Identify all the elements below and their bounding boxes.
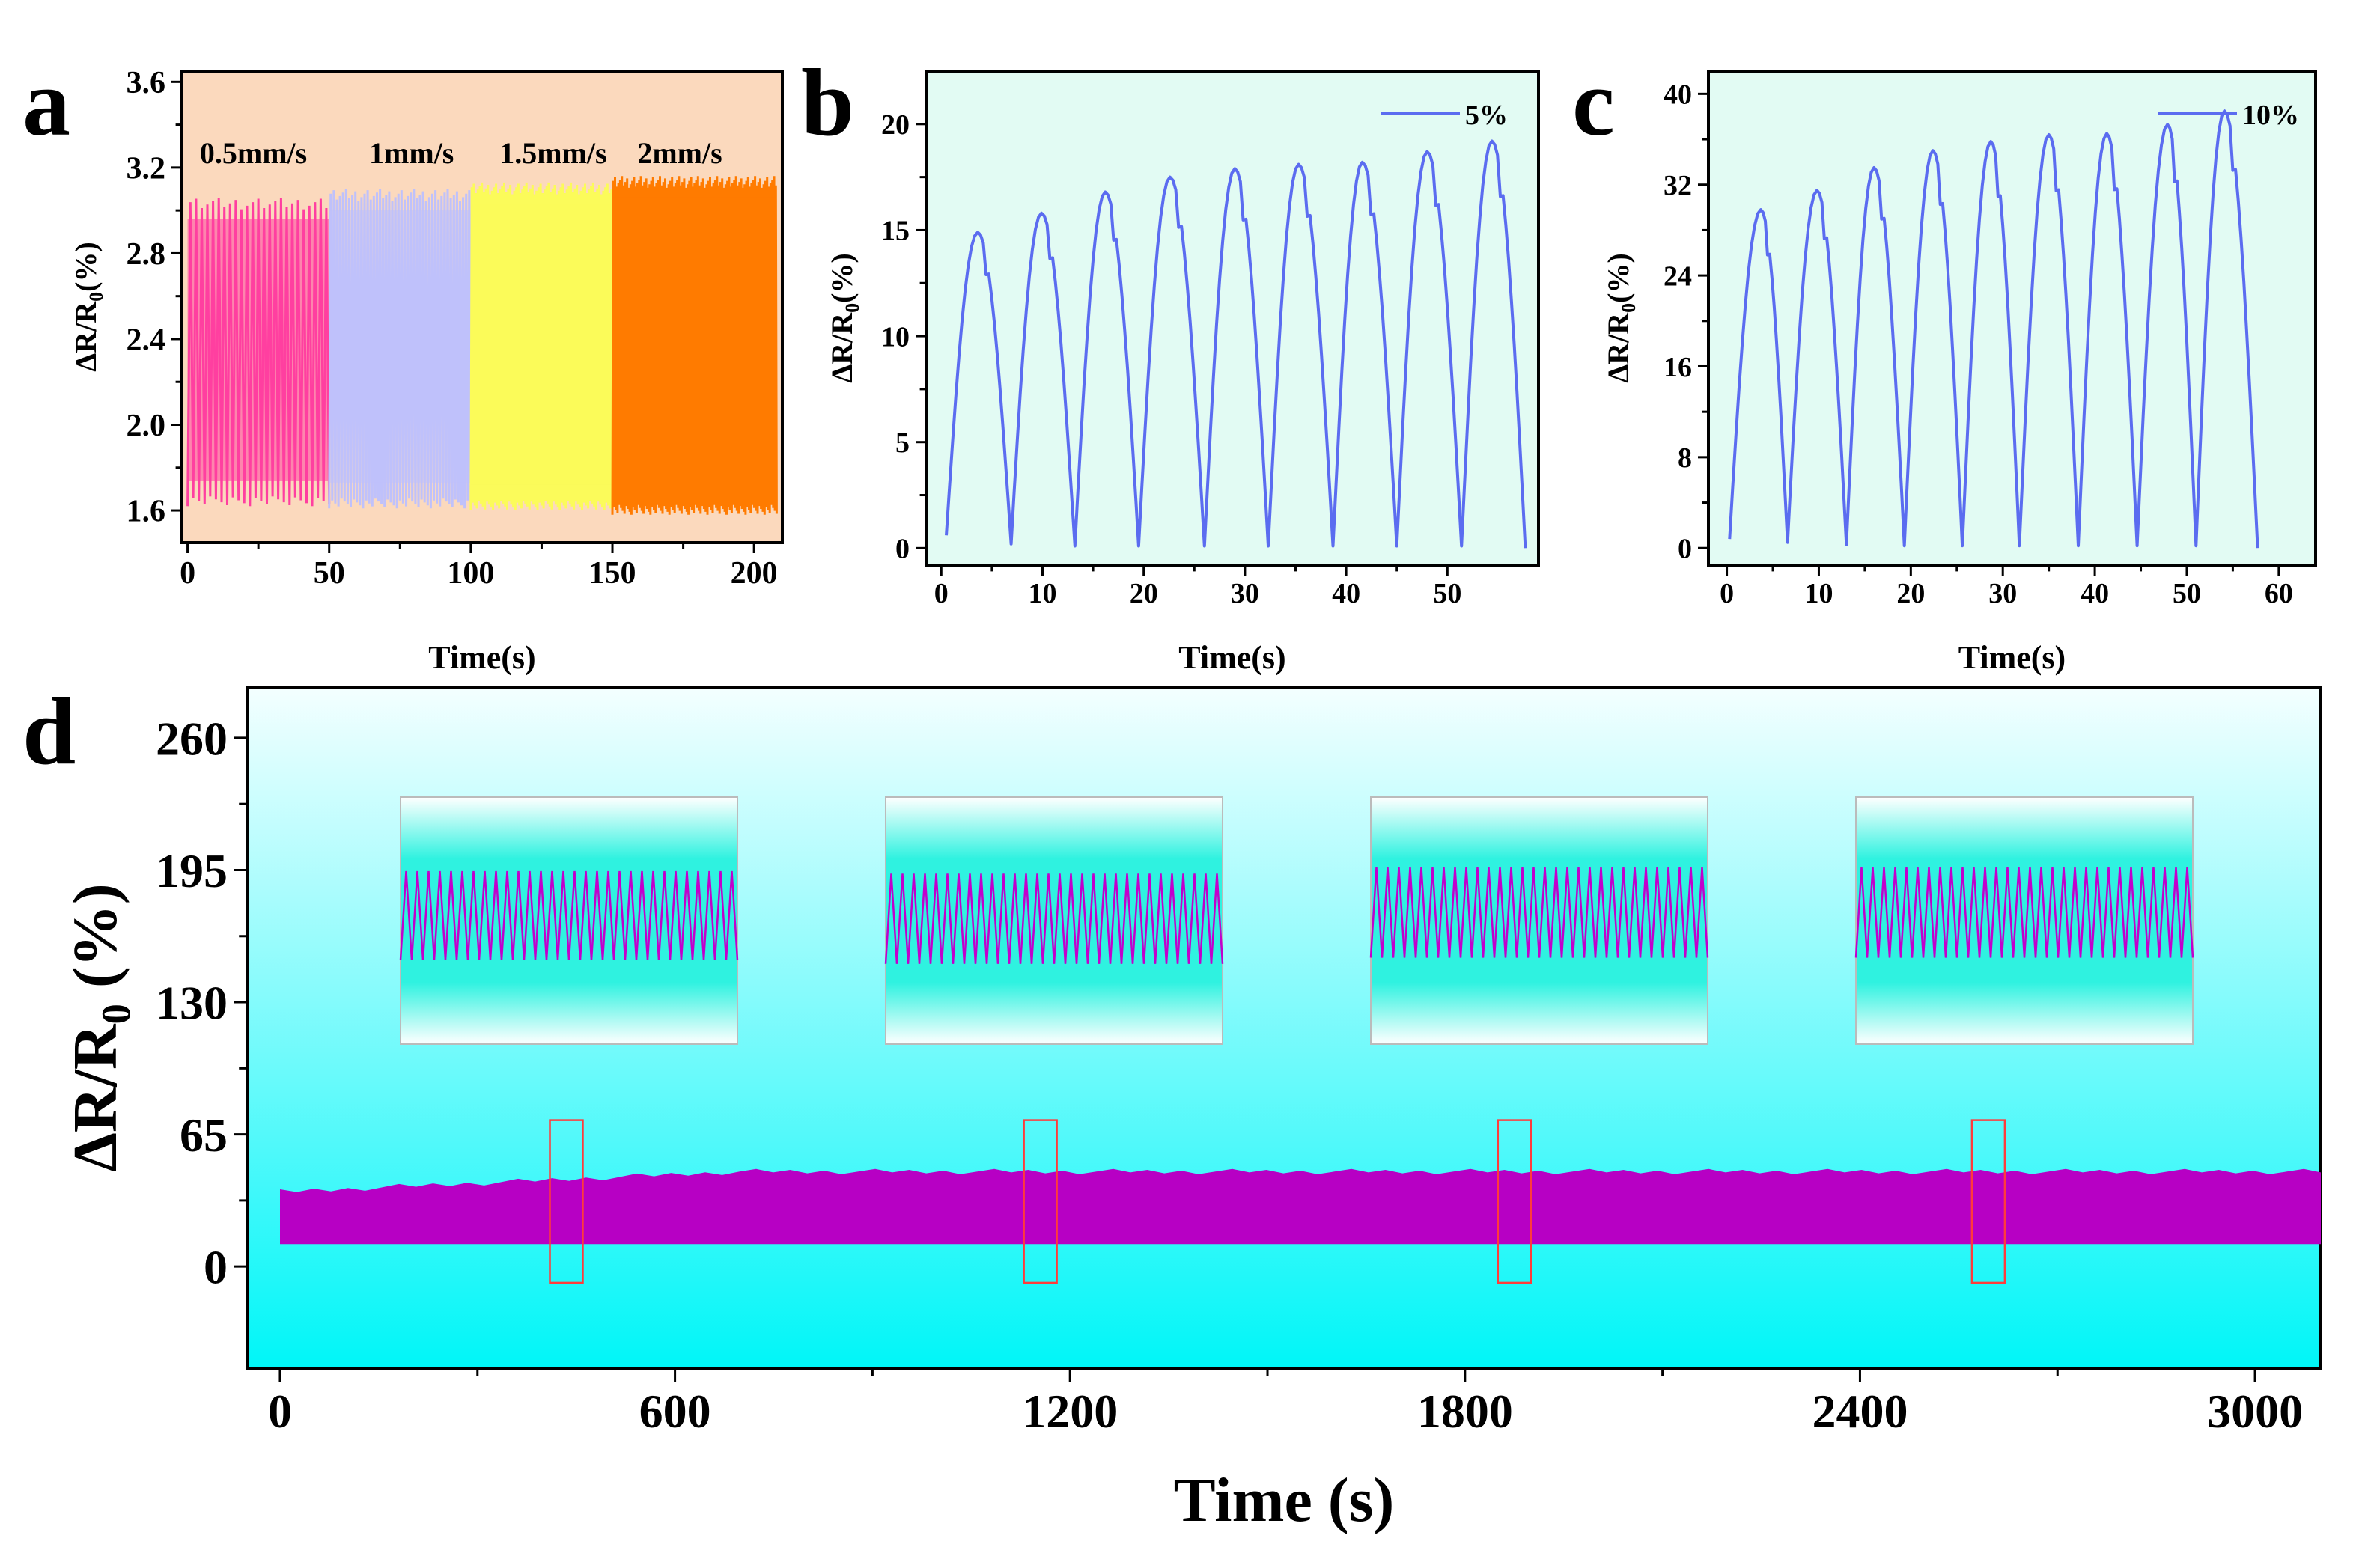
d-ytick-label: 65 [180, 1108, 228, 1162]
d-signal-band [280, 1168, 2321, 1245]
d-xtick-label: 1800 [1417, 1385, 1513, 1438]
b-ytick-label: 15 [881, 216, 910, 247]
b-ylabel: ΔR/R0(%) [825, 253, 863, 383]
panel-label-d: d [22, 678, 76, 784]
b-xtick-label: 10 [1028, 578, 1056, 609]
a-ytick-label: 3.2 [127, 152, 166, 186]
d-ytick-label: 0 [204, 1241, 228, 1294]
d-ytick-label: 130 [156, 976, 228, 1029]
a-xlabel: Time(s) [428, 639, 535, 676]
a-ytick-label: 2.0 [127, 409, 166, 443]
b-xlabel: Time(s) [1178, 639, 1285, 676]
c-series-line [1728, 109, 2259, 549]
c-ytick-label: 16 [1664, 352, 1692, 383]
d-window-marker-2 [1497, 1119, 1532, 1284]
a-frame [180, 70, 784, 544]
a-xtick-label: 50 [314, 556, 345, 591]
c-xtick-label: 30 [1988, 578, 2017, 609]
d-ytick-label: 195 [156, 844, 228, 897]
d-inset-line [1854, 867, 2194, 958]
panel-label-c: c [1572, 49, 1615, 156]
b-series-line [945, 139, 1527, 549]
d-xtick-label: 0 [268, 1385, 292, 1438]
a-series-fill-0 [187, 219, 329, 481]
c-ytick-label: 32 [1664, 170, 1692, 201]
b-plot-bg [926, 71, 1538, 565]
chart-d-long-cycle: 0 600 1200 1800 2400 3000 0 65 130 195 260 Time (s)… [61, 686, 2322, 1535]
c-ytick-label: 8 [1678, 442, 1692, 474]
d-xtick-label: 3000 [2207, 1385, 2303, 1438]
d-inset-line [884, 873, 1224, 964]
c-xtick-label: 50 [2173, 578, 2201, 609]
d-inset-frame [1855, 796, 2194, 1045]
b-legend-label: 5% [1465, 100, 1508, 131]
c-xtick-label: 60 [2265, 578, 2293, 609]
b-xtick-label: 40 [1332, 578, 1360, 609]
a-xtick-label: 200 [731, 556, 778, 591]
d-inset-0 [399, 796, 739, 1045]
b-ytick-label: 20 [881, 109, 910, 141]
b-xtick-label: 50 [1433, 578, 1461, 609]
b-ytick-label: 0 [895, 534, 910, 565]
a-xtick-label: 150 [589, 556, 636, 591]
d-frame [246, 686, 2322, 1370]
a-xtick-label: 100 [447, 556, 494, 591]
d-xtick-label: 2400 [1812, 1385, 1908, 1438]
b-xtick-label: 0 [934, 578, 949, 609]
d-inset-line [1369, 867, 1709, 958]
a-ytick-label: 3.6 [127, 66, 166, 100]
d-xtick-label: 600 [639, 1385, 711, 1438]
chart-c-strain-10: 0 10 20 30 40 50 60 0 8 16 24 32 40 10% Time(s) ΔR/R0(%… [1601, 70, 2317, 676]
c-xtick-label: 20 [1896, 578, 1925, 609]
b-frame [925, 70, 1540, 567]
d-inset-frame [1370, 796, 1708, 1045]
a-series-label-0: 0.5mm/s [200, 136, 307, 170]
chart-b-strain-5: 0 10 20 30 40 50 0 5 10 15 20 5% Time(s) ΔR/R0(%) [825, 70, 1540, 676]
c-legend-label: 10% [2242, 100, 2299, 131]
c-plot-bg [1708, 71, 2316, 565]
d-window-marker-0 [549, 1119, 584, 1284]
c-xlabel: Time(s) [1958, 639, 2066, 676]
d-inset-frame [885, 796, 1223, 1045]
c-ytick-label: 0 [1678, 534, 1692, 565]
a-series-fill-1 [329, 210, 471, 483]
panel-label-a: a [22, 49, 70, 156]
c-ylabel: ΔR/R0(%) [1601, 253, 1640, 383]
b-ytick-label: 10 [881, 321, 910, 353]
d-inset-1 [884, 796, 1224, 1045]
d-window-marker-3 [1970, 1119, 2006, 1284]
a-series-label-2: 1.5mm/s [499, 136, 606, 170]
a-ylabel: ΔR/R0(%) [69, 242, 107, 372]
c-ytick-label: 24 [1664, 260, 1692, 292]
chart-a-speed: 0 50 100 150 200 1.6 2.0 2.4 2.8 3.2 3.6 0.5mm/s 1mm… [69, 66, 784, 676]
d-inset-line [399, 870, 739, 960]
a-ytick-label: 2.8 [127, 237, 166, 272]
d-window-marker-1 [1023, 1119, 1058, 1284]
d-inset-frame [400, 796, 738, 1045]
b-xtick-label: 30 [1231, 578, 1259, 609]
a-xtick-label: 0 [180, 556, 195, 591]
c-xtick-label: 0 [1720, 578, 1734, 609]
d-ylabel: ΔR/R0 (%) [61, 883, 139, 1172]
d-inset-2 [1369, 796, 1709, 1045]
c-xtick-label: 10 [1804, 578, 1833, 609]
a-series-label-1: 1mm/s [369, 136, 454, 170]
d-xlabel: Time (s) [1174, 1465, 1395, 1535]
b-xtick-label: 20 [1130, 578, 1158, 609]
a-ytick-label: 1.6 [127, 495, 166, 529]
a-series-fill-2 [470, 204, 613, 485]
a-series-label-3: 2mm/s [637, 136, 722, 170]
c-frame [1707, 70, 2317, 567]
b-ytick-label: 5 [895, 427, 910, 459]
a-series-fill-3 [612, 197, 777, 489]
d-inset-3 [1854, 796, 2194, 1045]
a-ytick-label: 2.4 [127, 323, 166, 358]
c-ytick-label: 40 [1664, 79, 1692, 111]
d-xtick-label: 1200 [1022, 1385, 1118, 1438]
panel-label-b: b [801, 49, 854, 156]
c-xtick-label: 40 [2081, 578, 2109, 609]
d-ytick-label: 260 [156, 712, 228, 765]
